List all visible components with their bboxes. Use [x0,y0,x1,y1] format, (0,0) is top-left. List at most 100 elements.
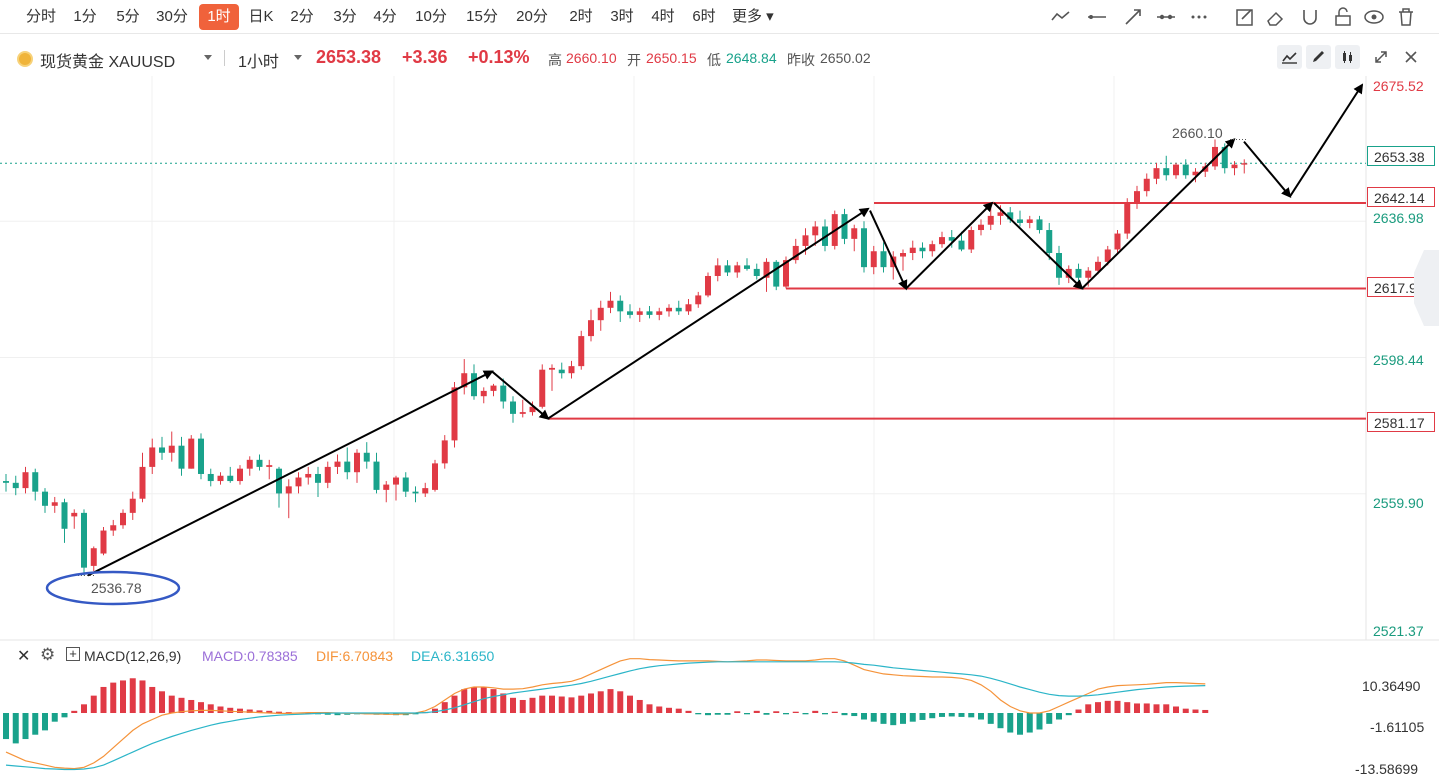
candle-body [256,459,263,467]
interval-dropdown-icon[interactable] [294,55,302,60]
segment-icon[interactable] [1154,5,1178,29]
timeframe-0[interactable]: 分时 [25,8,56,25]
draw-tool-button[interactable] [1306,45,1331,69]
timeframe-15[interactable]: 6时 [692,8,716,25]
ray-icon[interactable] [1121,5,1145,29]
timeframe-10[interactable]: 15分 [466,8,498,25]
macd-hist-bar [822,713,828,715]
candle-body [1241,163,1248,165]
candle-body [997,212,1004,216]
candle-body [71,512,78,517]
timeframe-13[interactable]: 3时 [610,8,634,25]
timeframe-12[interactable]: 2时 [569,8,593,25]
interval-select[interactable]: 1小时 [238,54,279,71]
candle-body [763,261,770,278]
dots-icon[interactable] [1187,5,1211,29]
macd-hist-bar [510,697,516,714]
timeframe-3[interactable]: 30分 [156,8,188,25]
candle-body [861,228,867,268]
timeframe-1[interactable]: 1分 [73,8,97,25]
candle-body [1163,168,1170,176]
low-label: 低 [707,52,721,68]
candle-body [217,475,224,482]
timeframe-16[interactable]: 更多 ▾ [732,8,774,25]
candle-body [22,472,29,489]
dif-value: DIF:6.70843 [316,648,394,664]
timeframe-14[interactable]: 4时 [651,8,675,25]
gold-coin-icon [17,51,33,67]
level-tag[interactable]: 2581.17 [1367,412,1435,432]
macd-hist-bar [3,713,9,740]
timeframe-2[interactable]: 5分 [116,8,140,25]
candle-body [1036,219,1043,231]
timeframe-9[interactable]: 10分 [415,8,447,25]
trash-icon[interactable] [1394,5,1418,29]
candle-type-button[interactable] [1335,45,1360,69]
close-chart-button[interactable] [1399,45,1424,69]
eye-icon[interactable] [1362,5,1386,29]
macd-hist-bar [792,711,799,714]
edit-icon[interactable] [1233,5,1257,29]
macd-add-icon[interactable]: + [66,647,80,661]
candle-body [870,251,877,268]
level-tag[interactable]: 2642.14 [1367,187,1435,207]
timeframe-8[interactable]: 4分 [373,8,397,25]
candle-body [597,307,604,321]
timeframe-6[interactable]: 2分 [290,8,314,25]
macd-hist-bar [636,699,643,714]
candle-body [198,438,204,474]
candle-body [12,482,19,489]
macd-hist-bar [412,713,419,715]
macd-hist-bar [227,707,234,714]
macd-hist-bar [714,713,721,715]
expand-button[interactable] [1369,45,1394,69]
candle-body [753,268,760,276]
macd-hist-bar [948,713,955,717]
axis-tick-top: 2675.52 [1373,78,1424,94]
timeframe-11[interactable]: 20分 [516,8,548,25]
candle-body [578,336,585,367]
candle-body [334,461,341,467]
timeframe-7[interactable]: 3分 [333,8,357,25]
timeframe-4[interactable]: 1时 [199,4,239,30]
candle-body [939,237,945,245]
line-chart-icon[interactable] [1049,5,1073,29]
timeframe-toolbar: 分时 1分 5分 30分 1时 日K 2分 3分 4分 10分 15分 20分 2时 3时 4时 6时 更多 ▾ [0,0,1439,34]
macd-close-icon[interactable]: ✕ [17,648,31,665]
high-value: 2660.10 [566,50,617,66]
candle-body [149,447,156,467]
macd-hist-bar [1075,709,1082,714]
candle-body [851,228,858,239]
candle-body [451,387,458,441]
horizontal-line-icon[interactable] [1085,5,1109,29]
macd-hist-bar [71,710,78,714]
macd-hist-bar [480,686,487,714]
open-value: 2650.15 [646,50,697,66]
candle-body [480,390,487,397]
symbol-name[interactable]: 现货黄金 XAUUSD [40,54,176,71]
macd-hist-bar [461,689,468,714]
candle-body [978,224,984,231]
candle-body [1124,203,1131,234]
candle-body [607,300,614,308]
macd-settings-icon[interactable]: ⚙ [40,645,56,664]
macd-hist-bar [724,713,731,715]
symbol-dropdown-icon[interactable] [204,55,212,60]
macd-title: MACD(12,26,9) [84,648,182,664]
magnet-icon[interactable] [1298,5,1322,29]
unlock-icon[interactable] [1331,5,1355,29]
axis-tick: 2521.37 [1373,623,1424,639]
eraser-icon[interactable] [1264,5,1288,29]
candle-body [705,275,711,296]
low-highlight-ellipse [45,570,181,606]
timeframe-5[interactable]: 日K [248,8,274,25]
macd-hist-bar [61,713,68,718]
prev-close-label: 昨收 [787,52,815,68]
candle-body [1221,146,1228,169]
macd-hist-bar [646,704,653,714]
candle-body [666,307,672,312]
candle-body [1046,230,1053,254]
chart-type-button[interactable] [1277,45,1302,69]
candle-body [51,502,58,506]
